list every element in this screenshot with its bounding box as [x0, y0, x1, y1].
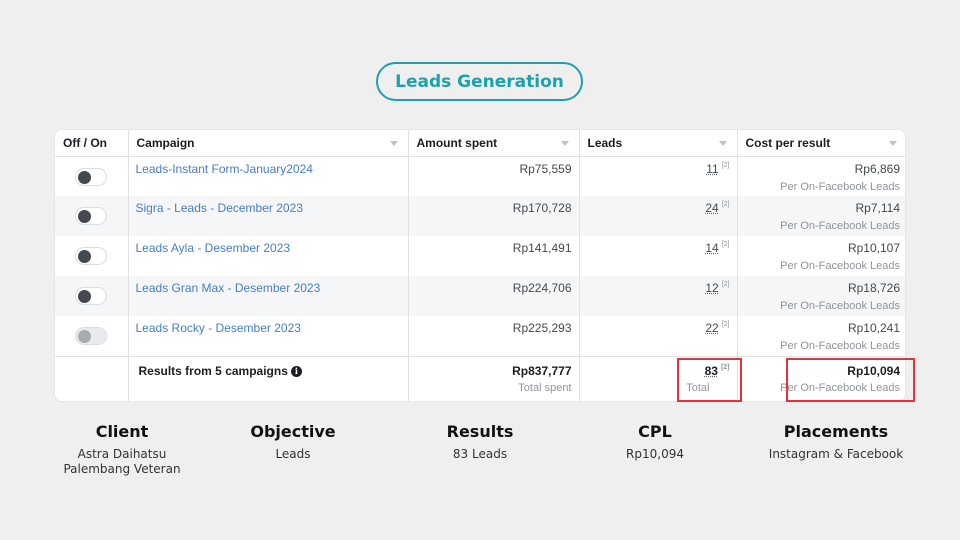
- overview-results: Results 83 Leads: [446, 422, 514, 461]
- campaign-link[interactable]: Leads Rocky - Desember 2023: [135, 321, 301, 335]
- toggle-knob: [78, 290, 92, 303]
- leads-count: 24 [2]: [579, 196, 738, 236]
- overview-cpl: CPL Rp10,094: [626, 422, 684, 461]
- column-header-off-on: Off / On: [55, 130, 129, 157]
- table-row: Leads Gran Max - Desember 2023 Rp224,706…: [55, 276, 905, 316]
- cost-per-result: Rp10,107 Per On-Facebook Leads: [780, 241, 900, 272]
- leads-count: 22 [2]: [579, 316, 738, 356]
- campaign-toggle[interactable]: [75, 287, 108, 305]
- column-header-amount-spent[interactable]: Amount spent: [408, 130, 580, 157]
- info-icon[interactable]: i: [290, 365, 302, 377]
- campaign-toggle[interactable]: [75, 167, 108, 186]
- page-title: Leads Generation: [376, 62, 583, 101]
- cost-per-result: Rp10,241 Per On-Facebook Leads: [780, 321, 900, 352]
- table-row: Leads Rocky - Desember 2023 Rp225,293 22…: [55, 316, 905, 356]
- table-row: Sigra - Leads - December 2023 Rp170,728 …: [55, 196, 905, 236]
- campaign-link[interactable]: Leads-Instant Form-January2024: [135, 161, 313, 176]
- leads-count: 11 [2]: [579, 156, 738, 196]
- campaign-toggle[interactable]: [75, 327, 108, 345]
- total-cost-per-result: Rp10,094 Per On-Facebook Leads: [737, 355, 905, 401]
- overview-objective: Objective Leads: [250, 422, 336, 461]
- summary-label: Results from 5 campaigns: [138, 363, 288, 378]
- total-leads: 83 [2] Total: [579, 355, 738, 401]
- campaign-toggle[interactable]: [75, 207, 108, 225]
- sort-chevron-icon[interactable]: [389, 141, 398, 146]
- sort-chevron-icon[interactable]: [560, 141, 569, 146]
- overview-placements: Placements Instagram & Facebook: [768, 422, 904, 461]
- total-spent: Rp837,777 Total spent: [408, 355, 580, 401]
- leads-count: 14 [2]: [579, 236, 738, 276]
- leads-count: 12 [2]: [579, 276, 738, 316]
- campaign-link[interactable]: Sigra - Leads - December 2023: [135, 201, 303, 215]
- toggle-knob: [78, 210, 92, 223]
- campaigns-table: Off / On Campaign Amount spent Leads Cos…: [54, 129, 906, 402]
- amount-spent: Rp224,706: [408, 276, 580, 316]
- toggle-knob: [78, 250, 92, 263]
- campaign-toggle[interactable]: [75, 247, 108, 265]
- column-header-leads[interactable]: Leads: [579, 130, 738, 157]
- highlight-total-leads: [677, 358, 742, 402]
- table-row: Leads Ayla - Desember 2023 Rp141,491 14[…: [55, 236, 905, 276]
- column-header-campaign[interactable]: Campaign: [128, 130, 409, 157]
- column-header-cost-per-result[interactable]: Cost per result: [737, 130, 905, 157]
- table-row: Leads-Instant Form-January2024 Rp75,559 …: [55, 156, 905, 196]
- toggle-knob: [78, 170, 92, 184]
- overview-client: Client Astra Daihatsu Palembang Veteran: [63, 422, 181, 476]
- sort-chevron-icon[interactable]: [889, 141, 897, 146]
- table-header-row: Off / On Campaign Amount spent Leads Cos…: [55, 130, 905, 157]
- amount-spent: Rp141,491: [408, 236, 580, 276]
- campaign-link[interactable]: Leads Ayla - Desember 2023: [135, 241, 291, 255]
- amount-spent: Rp225,293: [408, 316, 580, 356]
- highlight-total-cpl: [786, 358, 915, 402]
- sort-chevron-icon[interactable]: [718, 141, 727, 146]
- cost-per-result: Rp7,114 Per On-Facebook Leads: [737, 196, 905, 236]
- amount-spent: Rp170,728: [408, 196, 580, 236]
- toggle-knob: [78, 330, 92, 343]
- campaign-link[interactable]: Leads Gran Max - Desember 2023: [135, 281, 321, 295]
- cost-per-result: Rp6,869 Per On-Facebook Leads: [780, 161, 900, 193]
- amount-spent: Rp75,559: [408, 156, 580, 196]
- summary-row: Results from 5 campaigns i Rp837,777 Total…: [55, 355, 905, 401]
- cost-per-result: Rp18,726 Per On-Facebook Leads: [737, 276, 905, 316]
